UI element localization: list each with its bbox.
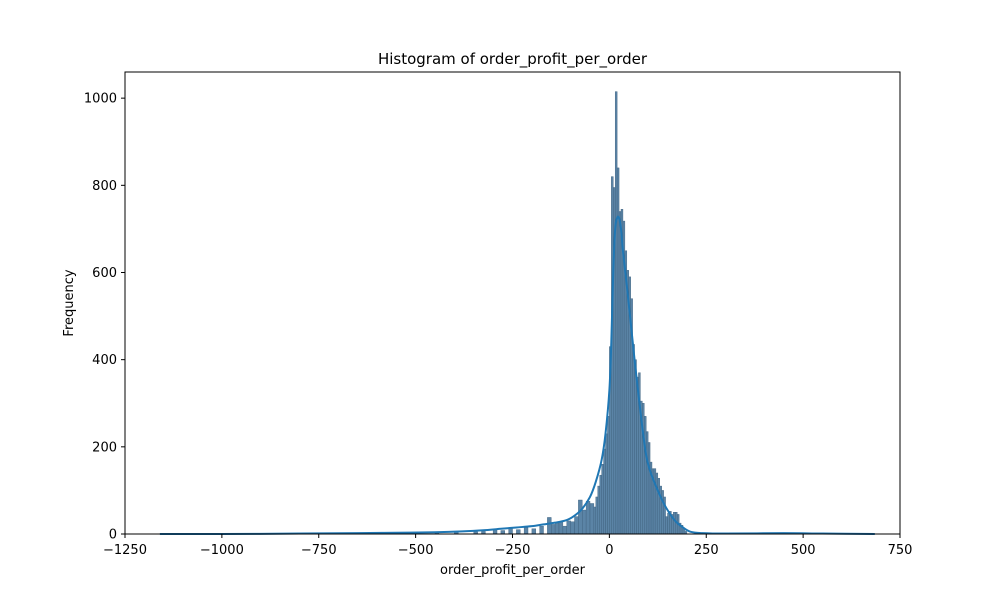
x-axis-label: order_profit_per_order xyxy=(440,563,586,578)
histogram-bar-13 xyxy=(547,517,552,535)
x-tick-label: −1000 xyxy=(200,543,244,558)
histogram-bar-41 xyxy=(624,250,628,535)
histogram-bar-37 xyxy=(616,167,620,535)
y-tick-label: 400 xyxy=(92,353,117,368)
histogram-bar-62 xyxy=(665,516,668,535)
histogram-bar-10 xyxy=(523,527,529,535)
histogram-bar-9 xyxy=(516,529,521,535)
histogram-bar-18 xyxy=(566,520,571,535)
y-tick-label: 1000 xyxy=(84,92,117,107)
x-tick-label: −250 xyxy=(495,543,531,558)
histogram-bar-36 xyxy=(614,91,618,535)
histogram-bar-23 xyxy=(585,501,591,535)
x-tick-label: 0 xyxy=(605,543,613,558)
histogram-bar-7 xyxy=(500,530,505,535)
histogram-bar-20 xyxy=(574,516,579,535)
histogram-bar-8 xyxy=(508,528,513,535)
histogram-bar-24 xyxy=(589,503,595,535)
kde-curve xyxy=(159,215,875,536)
y-axis-label: Frequency xyxy=(62,269,77,336)
histogram-bars xyxy=(376,91,688,535)
histogram-bar-56 xyxy=(653,468,657,535)
histogram-bar-52 xyxy=(645,431,649,535)
histogram-bar-15 xyxy=(554,522,560,535)
histogram-bar-12 xyxy=(539,525,544,535)
chart-title: Histogram of order_profit_per_order xyxy=(378,50,648,69)
histogram-bar-60 xyxy=(661,490,664,535)
histogram-bar-47 xyxy=(636,376,639,535)
histogram-bar-27 xyxy=(597,485,600,535)
x-tick-label: −500 xyxy=(398,543,434,558)
histogram-bar-16 xyxy=(558,521,564,535)
y-axis: 0 200 400 600 800 1000 xyxy=(84,92,125,543)
x-tick-label: 500 xyxy=(791,543,816,558)
histogram-bar-28 xyxy=(599,474,602,535)
x-tick-label: −1250 xyxy=(103,543,147,558)
histogram-bar-51 xyxy=(644,416,647,535)
histogram-bar-14 xyxy=(551,524,556,535)
histogram-bar-29 xyxy=(601,464,604,535)
histogram-bar-19 xyxy=(570,521,575,535)
histogram-bar-30 xyxy=(603,448,606,535)
histogram-bar-25 xyxy=(593,506,597,535)
histogram-bar-26 xyxy=(595,496,598,535)
y-tick-label: 200 xyxy=(92,440,117,455)
histogram-bar-53 xyxy=(647,442,651,535)
x-tick-label: 250 xyxy=(694,543,719,558)
histogram-bar-22 xyxy=(582,509,587,535)
histogram-bar-21 xyxy=(578,499,583,535)
y-tick-label: 800 xyxy=(92,179,117,194)
histogram-bar-32 xyxy=(607,416,610,535)
histogram-bar-58 xyxy=(657,478,660,535)
histogram-bar-46 xyxy=(634,359,637,535)
x-tick-label: 750 xyxy=(888,543,913,558)
histogram-bar-17 xyxy=(562,525,567,535)
x-tick-label: −750 xyxy=(301,543,337,558)
y-tick-label: 0 xyxy=(109,528,117,543)
x-axis: −1250 −1000 −750 −500 −250 0 250 500 750 xyxy=(103,534,912,558)
histogram-bar-38 xyxy=(618,211,622,535)
histogram-bar-57 xyxy=(655,472,659,535)
histogram-bar-45 xyxy=(632,344,635,535)
histogram-bar-66 xyxy=(673,512,676,535)
histogram-bar-39 xyxy=(620,209,624,535)
histogram-bar-11 xyxy=(531,528,536,535)
histogram-bar-63 xyxy=(667,512,670,535)
histogram-bar-31 xyxy=(605,433,608,535)
y-tick-label: 600 xyxy=(92,266,117,281)
